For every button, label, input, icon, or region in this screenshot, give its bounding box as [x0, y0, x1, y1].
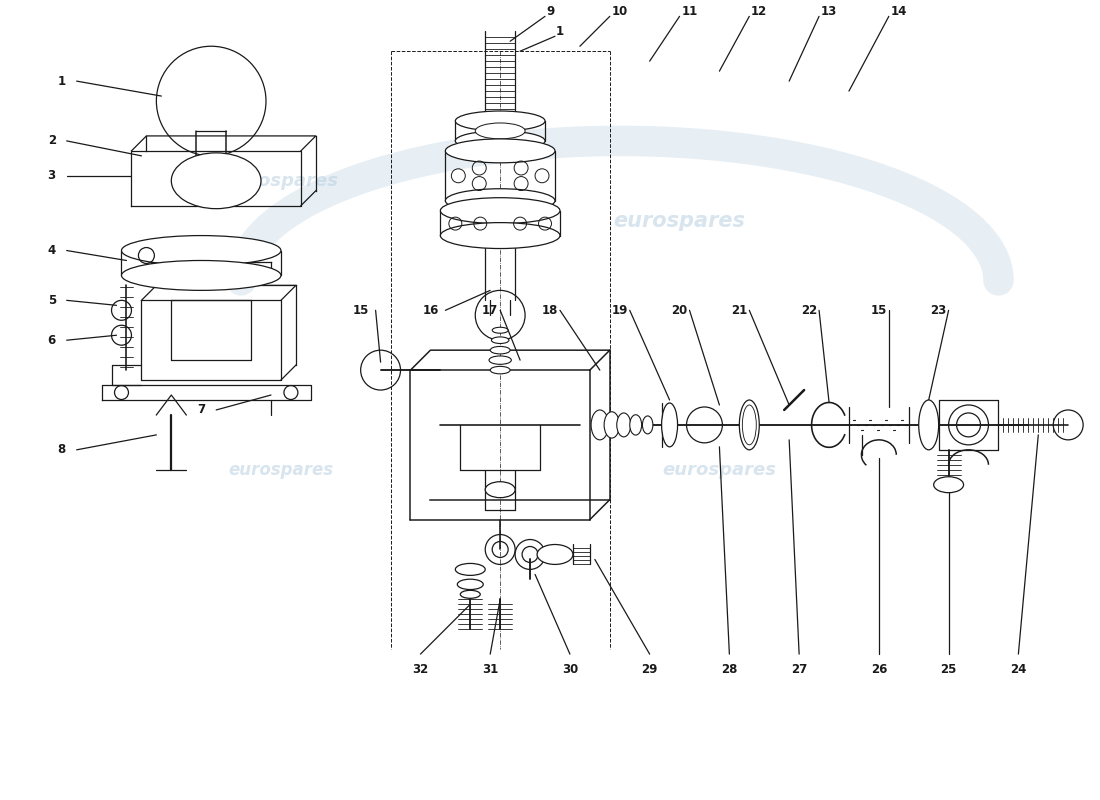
Ellipse shape [121, 261, 280, 290]
Ellipse shape [446, 139, 556, 163]
Ellipse shape [491, 366, 510, 374]
Ellipse shape [491, 346, 510, 354]
Ellipse shape [661, 403, 678, 447]
Ellipse shape [642, 416, 653, 434]
Text: 17: 17 [482, 304, 498, 317]
Ellipse shape [630, 414, 641, 435]
Ellipse shape [617, 413, 630, 437]
Ellipse shape [934, 477, 964, 493]
Ellipse shape [460, 590, 481, 598]
Text: 15: 15 [871, 304, 887, 317]
Text: 21: 21 [732, 304, 748, 317]
Text: 16: 16 [422, 304, 439, 317]
Text: eurospares: eurospares [614, 210, 746, 230]
Text: 20: 20 [671, 304, 688, 317]
Ellipse shape [918, 400, 938, 450]
Ellipse shape [742, 405, 757, 445]
Text: 1: 1 [556, 25, 564, 38]
Text: 28: 28 [722, 662, 738, 675]
Ellipse shape [440, 198, 560, 224]
Text: 29: 29 [641, 662, 658, 675]
Text: 25: 25 [940, 662, 957, 675]
Ellipse shape [492, 337, 509, 343]
Ellipse shape [455, 131, 544, 151]
Text: 14: 14 [891, 5, 908, 18]
Text: 2: 2 [47, 134, 56, 147]
Text: 13: 13 [821, 5, 837, 18]
Ellipse shape [739, 400, 759, 450]
Text: 1: 1 [57, 74, 66, 88]
Text: 4: 4 [47, 244, 56, 257]
Text: 24: 24 [1010, 662, 1026, 675]
Ellipse shape [440, 222, 560, 249]
Text: 31: 31 [482, 662, 498, 675]
Text: eurospares: eurospares [229, 461, 333, 478]
Text: eurospares: eurospares [662, 461, 777, 478]
Text: eurospares: eurospares [224, 172, 338, 190]
Text: 26: 26 [871, 662, 887, 675]
Text: 27: 27 [791, 662, 807, 675]
Text: 3: 3 [47, 170, 56, 182]
Ellipse shape [121, 235, 280, 266]
Ellipse shape [492, 327, 508, 334]
Ellipse shape [458, 579, 483, 590]
Text: 22: 22 [801, 304, 817, 317]
Text: 11: 11 [681, 5, 697, 18]
Ellipse shape [490, 356, 512, 364]
Text: 9: 9 [546, 5, 554, 18]
Text: 18: 18 [542, 304, 558, 317]
Text: 30: 30 [562, 662, 579, 675]
Text: 19: 19 [612, 304, 628, 317]
Text: 10: 10 [612, 5, 628, 18]
Ellipse shape [537, 545, 573, 565]
Text: 6: 6 [47, 334, 56, 346]
Text: 7: 7 [197, 403, 206, 417]
Ellipse shape [455, 111, 544, 131]
Text: 5: 5 [47, 294, 56, 307]
Ellipse shape [455, 563, 485, 575]
Ellipse shape [172, 153, 261, 209]
Text: 12: 12 [751, 5, 768, 18]
Ellipse shape [446, 189, 556, 213]
Text: 23: 23 [931, 304, 947, 317]
Text: 15: 15 [352, 304, 368, 317]
Text: 8: 8 [57, 443, 66, 456]
Ellipse shape [485, 482, 515, 498]
Ellipse shape [604, 412, 619, 438]
Ellipse shape [475, 123, 525, 139]
Text: 32: 32 [412, 662, 429, 675]
Ellipse shape [591, 410, 608, 440]
